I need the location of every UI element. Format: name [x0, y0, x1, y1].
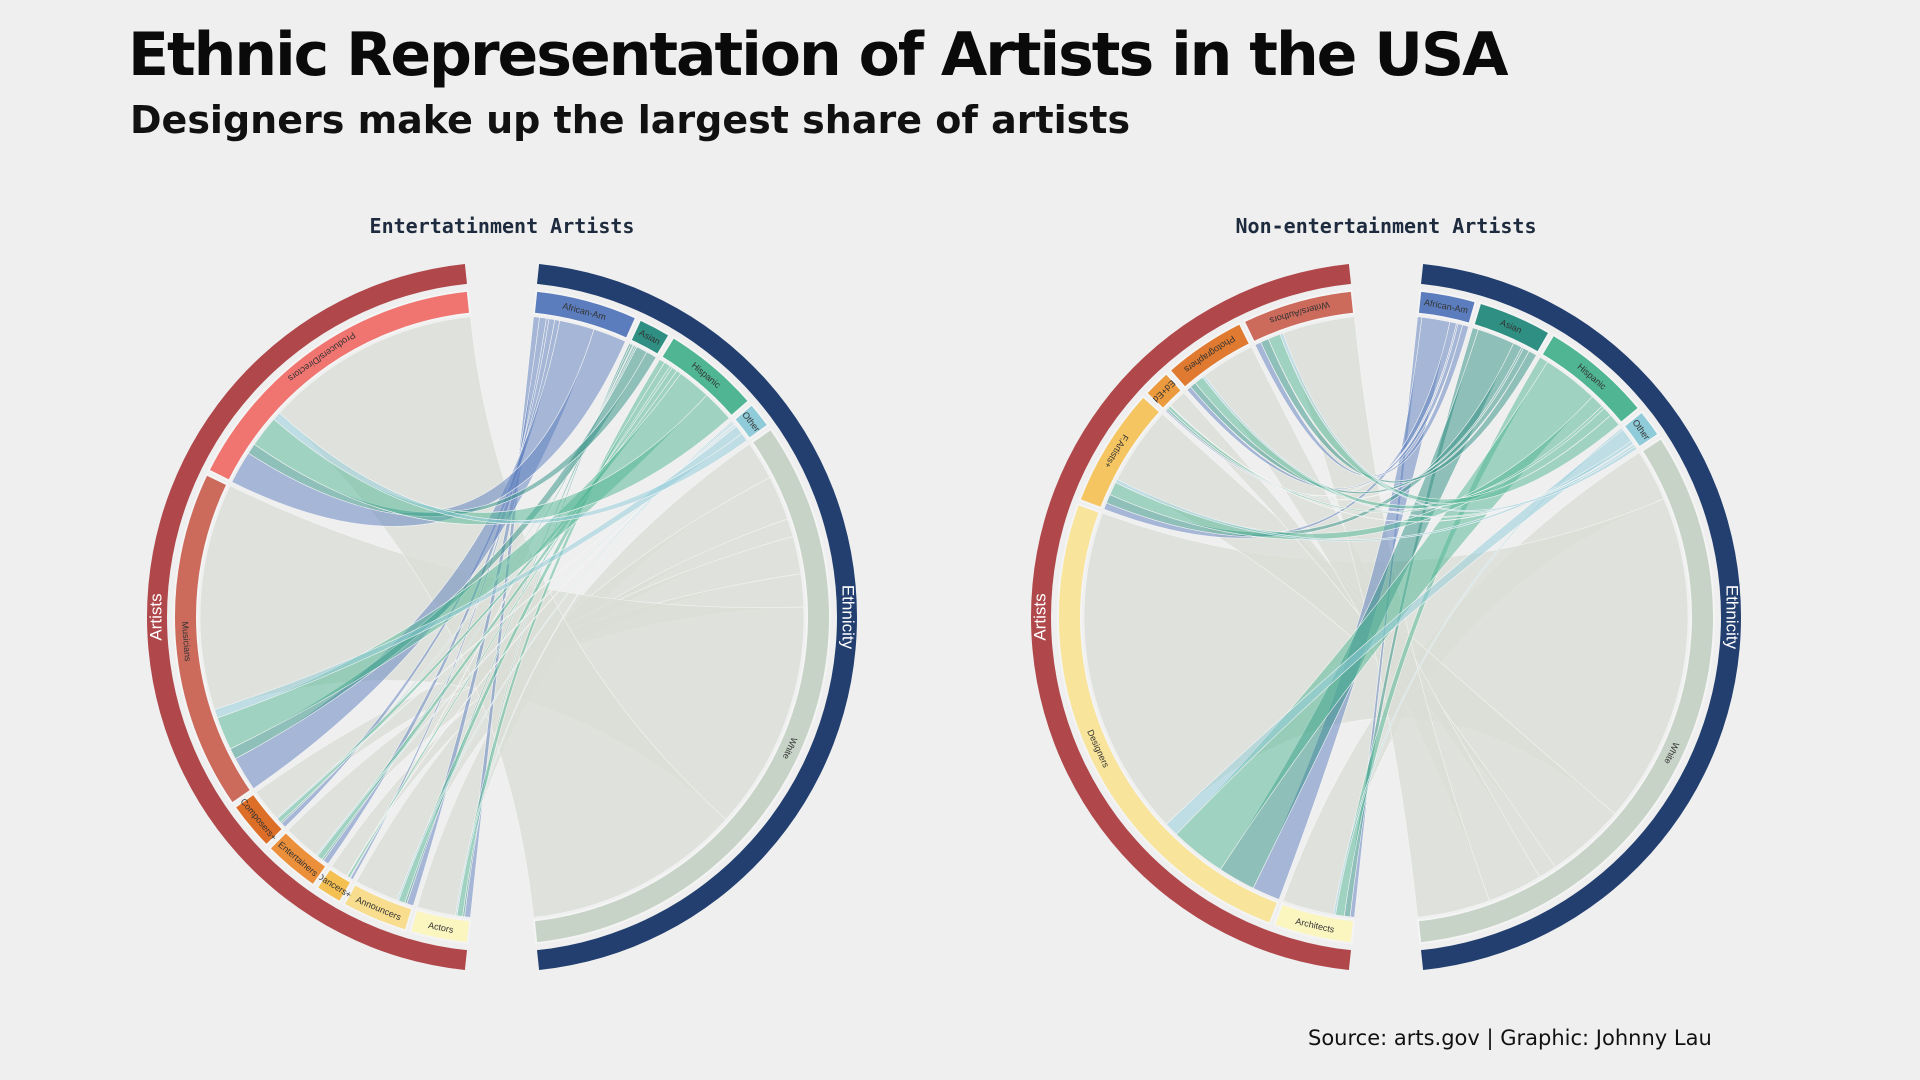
ethnicity-arc-african-am: [532, 289, 638, 340]
ethnicity-group-label: Ethnicity: [839, 585, 858, 650]
ethnicity-arc-white: [532, 427, 831, 945]
artist-arc-entertainers: [268, 830, 328, 887]
artist-arc-photographers: [1168, 322, 1252, 390]
ribbon-dancers-other: [346, 423, 735, 877]
ribbon-announcers-hispanic: [398, 362, 671, 904]
panel-title-entertainment: Entertatinment Artists: [369, 214, 635, 238]
ethnicity-arc-hispanic: [1540, 333, 1641, 425]
ribbons: [1083, 316, 1689, 918]
ribbon-dancers-african-am: [349, 317, 550, 880]
artist-label-musicians: Musicians: [180, 621, 193, 662]
ethnicity-group-label: Ethnicity: [1723, 585, 1742, 650]
chart-title: Ethnic Representation of Artists in the …: [128, 20, 1509, 90]
ethnicity-arc-african-am: [1416, 289, 1478, 325]
ribbon-writers-authors-other: [1279, 332, 1638, 512]
artist-arc-ed-ed: [1144, 371, 1184, 411]
artist-arc-actors: [408, 908, 472, 945]
ethnicity-arc-other: [732, 403, 770, 441]
artist-arc-f-artists: [1078, 395, 1162, 510]
ribbon-musicians-other: [214, 426, 743, 719]
chart-subtitle: Designers make up the largest share of a…: [130, 98, 1131, 142]
ribbons: [199, 316, 805, 918]
artist-arc-designers: [1057, 502, 1280, 926]
ribbon-actors-hispanic: [456, 359, 666, 917]
ribbon-entertainers-other: [315, 423, 736, 857]
chord-chart-1: ArchitectsDesignersF.Artists+Ed+EdPhotog…: [1030, 263, 1742, 971]
ribbon-writers-authors-african-am: [1254, 324, 1470, 477]
ethnicity-arc-white: [1416, 436, 1715, 945]
panel-title-non-entertainment: Non-entertainment Artists: [1235, 214, 1537, 238]
ethnicity-arc-hispanic: [659, 335, 751, 418]
ribbon-f-artists-other: [1115, 440, 1634, 542]
ribbon-producers-directors-other: [273, 412, 748, 524]
ribbon-actors-other: [455, 420, 734, 916]
ribbon-designers-other: [1165, 429, 1632, 835]
chord-chart-0: ActorsAnnouncersDancers+EntertainersComp…: [146, 263, 858, 971]
ethnicity-arc-other: [1622, 410, 1660, 449]
ribbon-composers-other: [276, 425, 737, 820]
ribbon-announcers-other: [396, 422, 735, 902]
artists-group-label: Artists: [146, 593, 165, 640]
ethnicity-arc-asian: [629, 318, 671, 357]
artist-arc-architects: [1272, 902, 1356, 945]
artist-arc-announcers: [342, 882, 414, 932]
ethnicity-arc-asian: [1472, 301, 1551, 354]
source-note: Source: arts.gov | Graphic: Johnny Lau: [1308, 1026, 1712, 1050]
artist-arc-musicians: [173, 473, 253, 805]
artist-label-actors: Actors: [427, 920, 454, 935]
ribbon-photographers-other: [1202, 375, 1636, 518]
artists-group-label: Artists: [1030, 593, 1049, 640]
artist-arc-composers: [233, 792, 285, 847]
ribbon-architects-hispanic: [1335, 356, 1549, 917]
ribbon-architects-other: [1332, 427, 1624, 916]
artist-arc-dancers: [315, 867, 353, 904]
artist-arc-producers-directors: [207, 289, 472, 482]
ribbon-composers-hispanic: [276, 370, 682, 823]
ribbon-ed-ed-other: [1169, 405, 1635, 523]
artist-arc-writers-authors: [1242, 289, 1356, 344]
